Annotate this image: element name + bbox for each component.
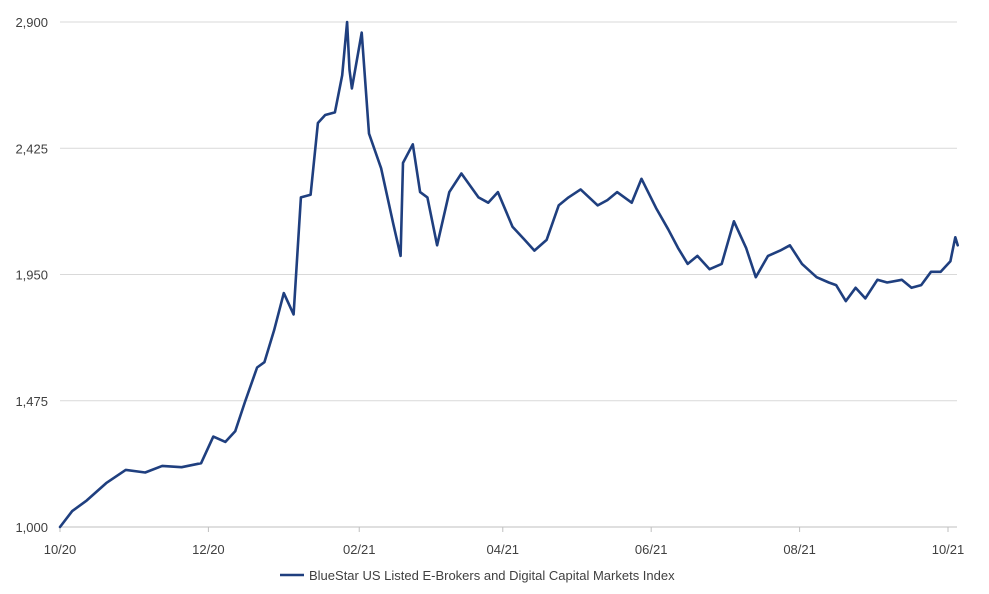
- x-tick-label: 10/21: [932, 542, 965, 557]
- x-tick-label: 08/21: [783, 542, 816, 557]
- legend-label: BlueStar US Listed E-Brokers and Digital…: [309, 568, 675, 583]
- series-line: [58, 20, 959, 529]
- x-tick-label: 06/21: [635, 542, 668, 557]
- x-tick-label: 02/21: [343, 542, 376, 557]
- x-tick-label: 10/20: [44, 542, 77, 557]
- legend: BlueStar US Listed E-Brokers and Digital…: [280, 568, 675, 583]
- y-tick-label: 1,475: [15, 394, 48, 409]
- gridlines: [60, 21, 957, 402]
- x-tick-label: 04/21: [487, 542, 520, 557]
- y-tick-label: 2,425: [15, 141, 48, 156]
- y-tick-label: 1,000: [15, 520, 48, 535]
- y-tick-label: 1,950: [15, 268, 48, 283]
- x-tick-label: 12/20: [192, 542, 225, 557]
- y-tick-label: 2,900: [15, 15, 48, 30]
- y-axis-ticks: 1,000 1,475 1,950 2,425 2,900: [15, 15, 48, 535]
- x-axis-ticks: 10/20 12/20 02/21 04/21 06/21 08/21 10/21: [44, 527, 965, 557]
